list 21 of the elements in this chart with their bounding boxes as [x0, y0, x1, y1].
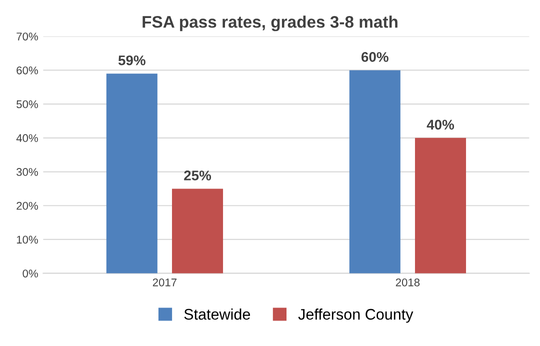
bar	[172, 188, 224, 274]
bar	[106, 74, 158, 274]
y-tick-label: 10%	[16, 236, 38, 244]
data-label: 40%	[426, 120, 454, 130]
y-tick-label: 40%	[16, 134, 38, 142]
y-tick-label: 0%	[22, 270, 38, 278]
data-label: 60%	[362, 52, 388, 62]
bar	[414, 138, 466, 274]
y-tick-label: 30%	[16, 168, 38, 176]
data-label: 59%	[118, 55, 146, 66]
y-tick-label: 20%	[16, 202, 38, 210]
y-tick-label: 50%	[16, 100, 38, 108]
x-tick-label: 2018	[396, 278, 420, 286]
legend-label: Statewide	[184, 308, 250, 320]
x-tick-label: 2017	[152, 278, 176, 286]
bar	[349, 70, 400, 274]
data-label: 25%	[184, 170, 212, 180]
legend-label: Jefferson County	[298, 308, 414, 323]
y-tick-label: 60%	[16, 66, 38, 74]
y-tick-label: 70%	[16, 32, 38, 40]
chart-title: FSA pass rates, grades 3-8 math	[142, 16, 398, 32]
